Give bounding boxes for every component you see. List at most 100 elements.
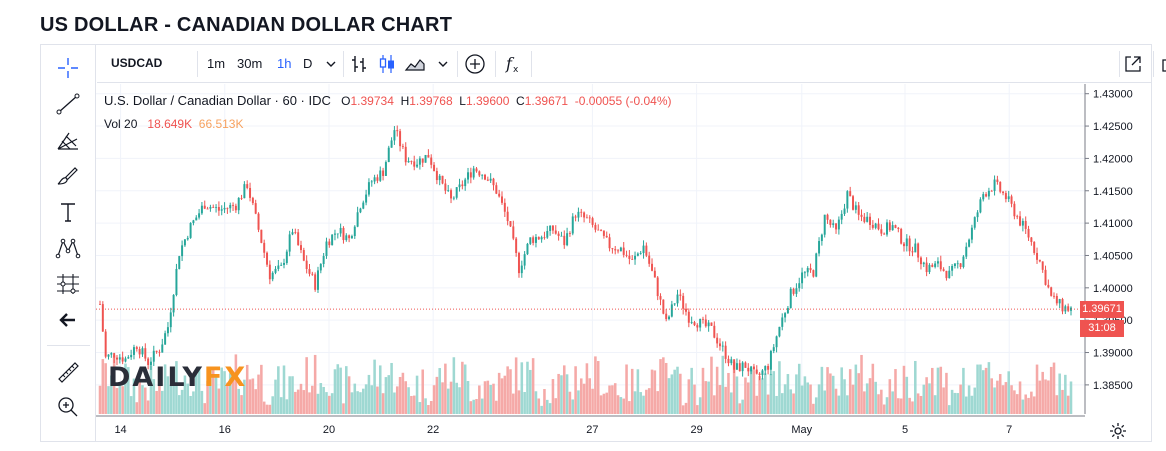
candle-body: [203, 205, 206, 209]
volume-bar: [727, 372, 730, 414]
volume-bar: [418, 402, 422, 414]
volume-bar: [325, 392, 328, 414]
settings-gear-icon[interactable]: [1108, 421, 1128, 441]
candle-body: [435, 170, 438, 181]
candle-body: [622, 247, 625, 255]
volume-bar: [1035, 364, 1039, 414]
volume-bar: [401, 372, 405, 414]
interval-1m[interactable]: 1m: [207, 56, 226, 71]
volume-bar: [1064, 374, 1067, 414]
volume-bar: [744, 377, 747, 414]
candle-body: [178, 256, 181, 269]
candles-icon[interactable]: [375, 52, 399, 76]
candle-body: [384, 162, 387, 176]
back-arrow-icon[interactable]: [53, 307, 83, 333]
compare-plus-icon[interactable]: [463, 52, 487, 76]
candle-body: [452, 197, 455, 199]
candle-body: [181, 245, 184, 257]
candle-body: [1027, 228, 1030, 238]
volume-bar: [596, 361, 600, 414]
volume-bar: [285, 399, 289, 414]
candle-body: [240, 197, 243, 199]
interval-30m[interactable]: 30m: [237, 56, 263, 71]
volume-bar: [390, 362, 393, 414]
candle-body: [965, 246, 968, 257]
candle-body: [852, 196, 855, 210]
legend-open: 1.39734: [350, 94, 394, 108]
candle-body: [175, 268, 178, 295]
brush-icon[interactable]: [53, 163, 83, 189]
volume-bar: [444, 363, 447, 414]
volume-value: 18.649K: [147, 117, 193, 131]
x-tick-label: 27: [586, 424, 598, 436]
volume-bar: [107, 386, 110, 414]
candle-body: [956, 263, 959, 265]
volume-bar: [902, 365, 906, 414]
candle-body: [990, 190, 993, 192]
y-tick-label: 1.40500: [1093, 250, 1133, 262]
volume-bar: [721, 355, 725, 414]
candle-body: [1013, 203, 1016, 217]
volume-bar: [908, 397, 911, 414]
candle-body: [489, 178, 492, 181]
chevron-down-icon[interactable]: [319, 52, 343, 76]
volume-bar: [840, 367, 843, 414]
x-tick-label: 20: [323, 424, 335, 436]
volume-bar: [970, 395, 974, 414]
candle-body: [444, 183, 447, 191]
candle-body: [277, 265, 280, 269]
volume-bar: [1049, 366, 1053, 414]
candle-body: [1038, 259, 1041, 262]
candle-body: [399, 131, 402, 147]
fullscreen-icon[interactable]: [1121, 52, 1145, 76]
volume-bar: [718, 385, 722, 414]
pattern-icon[interactable]: [53, 235, 83, 261]
volume-bar: [240, 395, 243, 414]
legend-l-label: L: [459, 94, 466, 108]
measure-icon[interactable]: [53, 271, 83, 297]
symbol-search[interactable]: USDCAD: [111, 56, 163, 70]
x-tick-label: 14: [114, 424, 126, 436]
volume-bar: [1055, 395, 1059, 414]
volume-bar: [367, 374, 371, 414]
crosshair-icon[interactable]: [53, 55, 83, 81]
candle-body: [668, 316, 671, 320]
candle-body: [767, 366, 770, 370]
ruler-icon[interactable]: [53, 357, 83, 383]
volume-bar: [752, 370, 756, 414]
interval-d[interactable]: D: [303, 56, 313, 71]
volume-bar: [228, 373, 232, 414]
zoom-icon[interactable]: [53, 393, 83, 419]
text-tool-icon[interactable]: [53, 199, 83, 225]
candle-body: [699, 318, 702, 328]
candle-body: [908, 238, 911, 252]
volume-bar: [265, 404, 269, 414]
interval-1h[interactable]: 1h: [277, 56, 292, 71]
volume-bar: [865, 383, 869, 414]
volume-bar: [846, 395, 849, 414]
candle-body: [778, 326, 781, 337]
candle-body: [973, 217, 976, 228]
area-chart-icon[interactable]: [403, 52, 427, 76]
candle-body: [820, 234, 823, 242]
candle-body: [500, 196, 503, 203]
candle-body: [693, 322, 696, 326]
candle-body: [254, 203, 257, 214]
candle-body: [345, 235, 348, 241]
candle-body: [891, 225, 894, 231]
bar-chart-icon[interactable]: [347, 52, 371, 76]
trend-line-icon[interactable]: [53, 91, 83, 117]
volume-bar: [667, 378, 671, 414]
candle-body: [976, 212, 979, 218]
candle-body: [953, 263, 956, 266]
fib-tool-icon[interactable]: [53, 127, 83, 153]
volume-bar: [942, 387, 945, 414]
candle-body: [498, 193, 501, 197]
volume-bar: [101, 359, 105, 414]
chevron-down-icon[interactable]: [431, 52, 455, 76]
candle-body: [676, 294, 679, 304]
candle-body: [936, 261, 939, 264]
volume-bar: [534, 391, 538, 414]
